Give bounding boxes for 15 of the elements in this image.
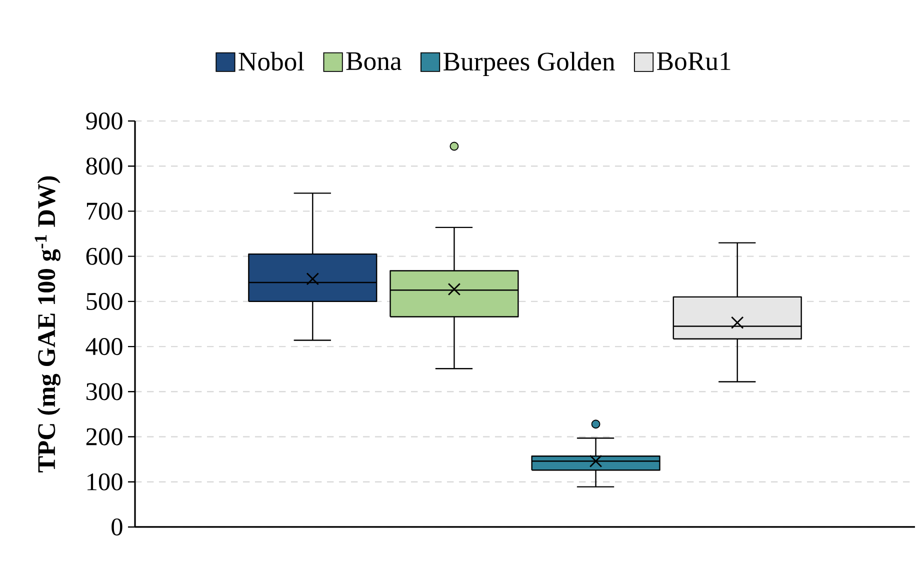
y-tick-label: 100 bbox=[88, 473, 122, 490]
y-tick-label: 900 bbox=[86, 112, 122, 130]
y-tick-label: 600 bbox=[86, 248, 122, 265]
y-axis-title: TPC (mg GAE 100 g$^{-1}$ DW) bbox=[34, 176, 60, 472]
y-tick-label: 700 bbox=[86, 202, 122, 220]
y-tick-label: 500 bbox=[86, 292, 122, 310]
legend-label: Bona bbox=[346, 52, 402, 70]
legend-label: BoRu1 bbox=[657, 52, 730, 70]
y-tick-label: 800 bbox=[86, 158, 122, 175]
y-tick-label: 300 bbox=[86, 383, 122, 400]
legend-label: Burpees Golden bbox=[444, 52, 615, 76]
y-tick-label: 200 bbox=[86, 428, 122, 446]
legend-label: Nobol bbox=[238, 52, 304, 71]
y-tick-label: 0 bbox=[112, 518, 122, 536]
y-tick-label: 400 bbox=[86, 338, 122, 356]
